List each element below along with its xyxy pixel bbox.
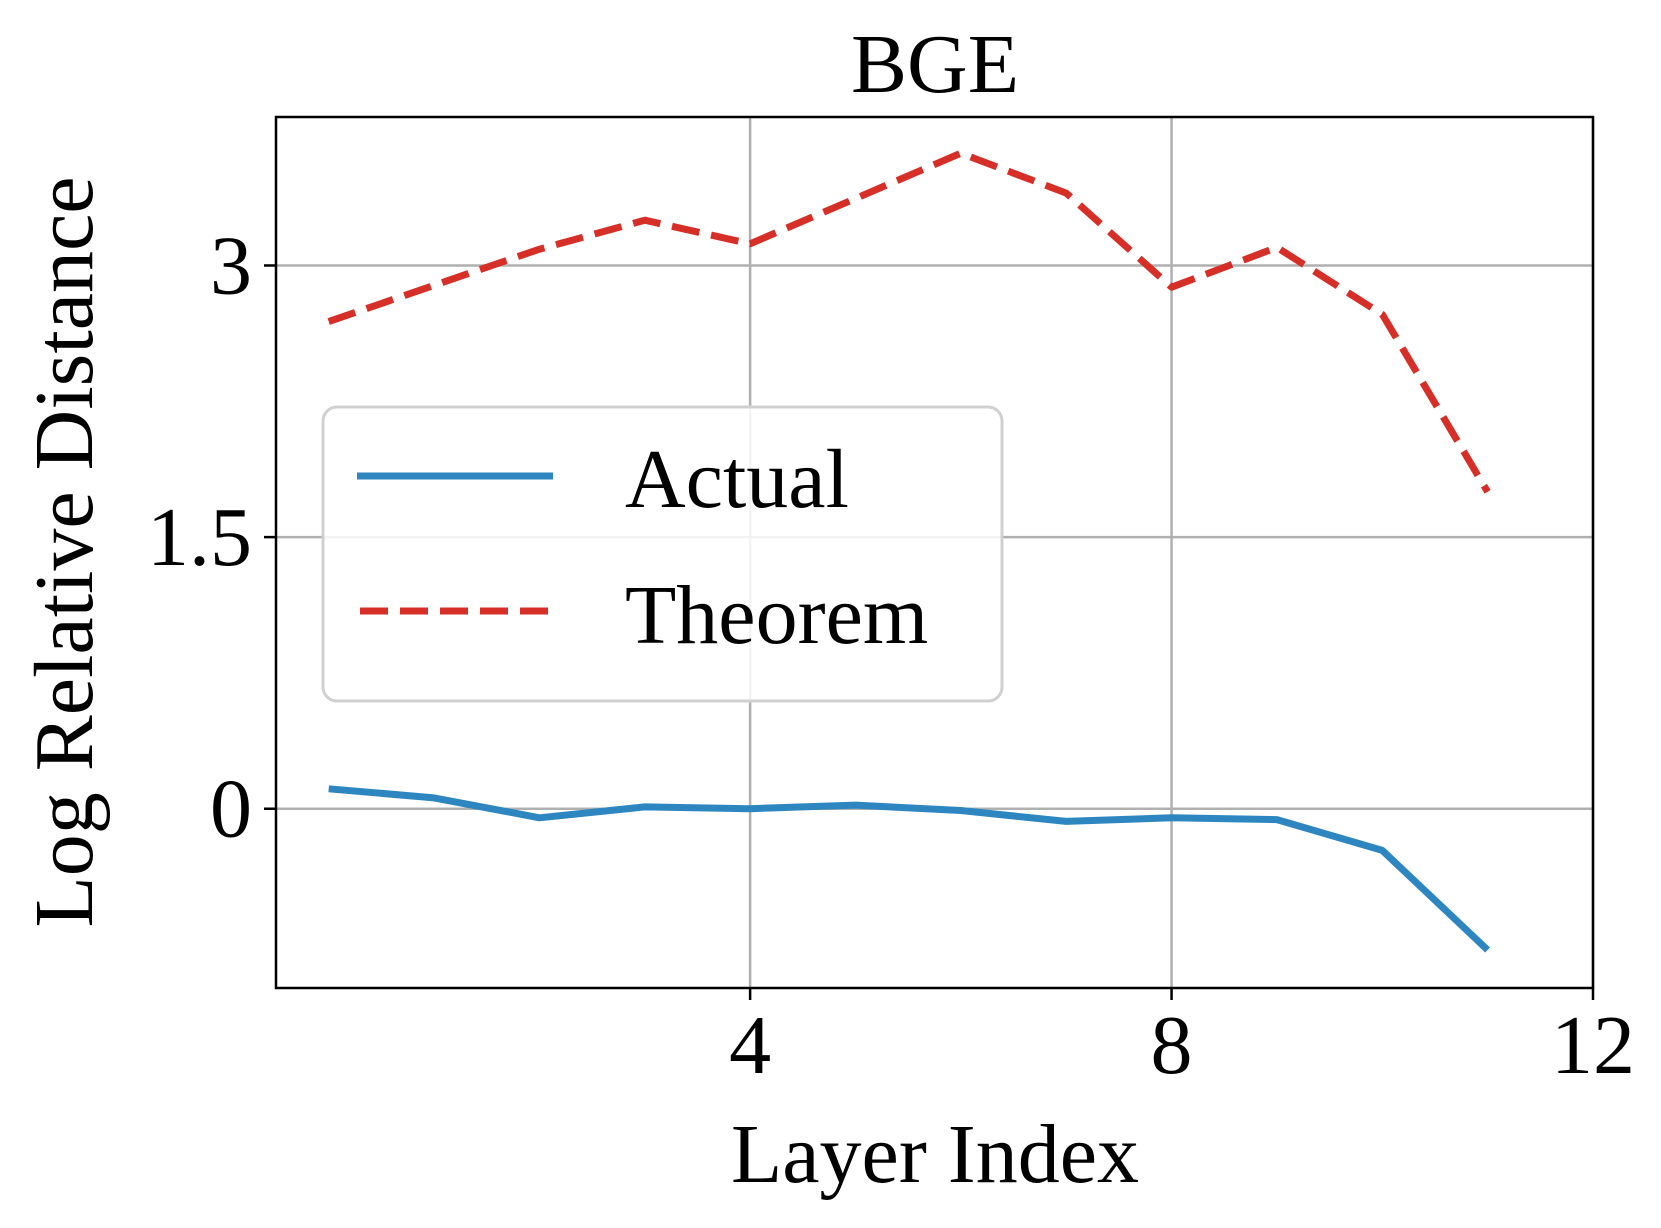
series-line-theorem (327, 149, 1491, 494)
x-tick-label: 12 (1551, 999, 1635, 1092)
y-tick-label: 0 (210, 763, 252, 856)
y-tick-label: 1.5 (147, 491, 252, 584)
legend-label-theorem: Theorem (625, 569, 928, 662)
y-tick-label: 3 (210, 219, 252, 312)
series-layer (327, 149, 1491, 953)
series-line-actual (328, 785, 1491, 953)
plot-area-frame (274, 115, 1595, 990)
chart-title: BGE (851, 18, 1019, 111)
legend: Actual Theorem (321, 405, 1004, 703)
x-tick-label: 8 (1151, 999, 1193, 1092)
legend-box (321, 405, 1004, 703)
y-axis-label: Log Relative Distance (18, 176, 111, 927)
x-axis-label: Layer Index (731, 1108, 1139, 1201)
axis-ticks: 4 8 12 0 1.5 3 (147, 219, 1635, 1092)
legend-label-actual: Actual (625, 433, 849, 526)
x-tick-label: 4 (729, 999, 771, 1092)
